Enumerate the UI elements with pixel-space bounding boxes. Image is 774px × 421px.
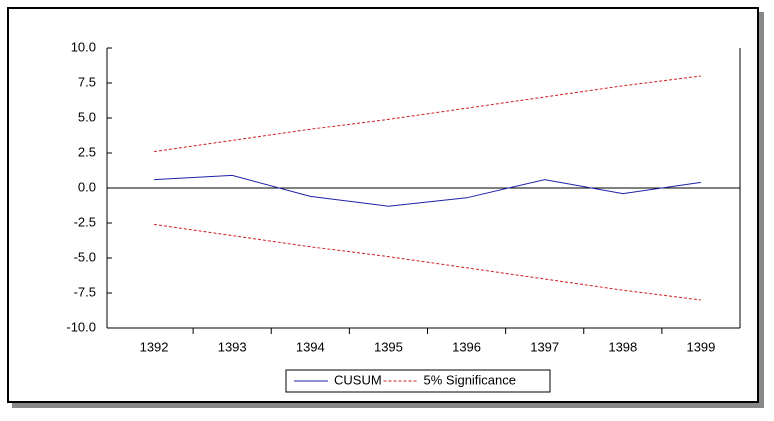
legend-box <box>285 369 551 393</box>
legend-label: CUSUM <box>334 372 382 387</box>
x-tick-label: 1392 <box>140 339 169 354</box>
legend-label: 5% Significance <box>424 372 517 387</box>
y-tick-label: -10.0 <box>66 319 96 334</box>
x-tick-label: 1395 <box>374 339 403 354</box>
x-tick-label: 1398 <box>608 339 637 354</box>
x-tick-label: 1393 <box>218 339 247 354</box>
x-tick-label: 1396 <box>452 339 481 354</box>
y-tick-label: 7.5 <box>78 74 96 89</box>
series-line <box>154 174 702 207</box>
x-tick-label: 1397 <box>530 339 559 354</box>
y-tick-label: 2.5 <box>78 144 96 159</box>
x-tick-label: 1394 <box>296 339 325 354</box>
y-tick-label: 5.0 <box>78 109 96 124</box>
y-tick-label: -7.5 <box>74 284 96 299</box>
frame <box>7 7 759 403</box>
y-tick-label: -5.0 <box>74 249 96 264</box>
series-line <box>153 223 701 301</box>
series-line <box>153 75 701 153</box>
y-tick-label: 10.0 <box>71 39 96 54</box>
x-tick-label: 1399 <box>686 339 715 354</box>
y-tick-label: -2.5 <box>74 214 96 229</box>
y-tick-label: 0.0 <box>78 179 96 194</box>
